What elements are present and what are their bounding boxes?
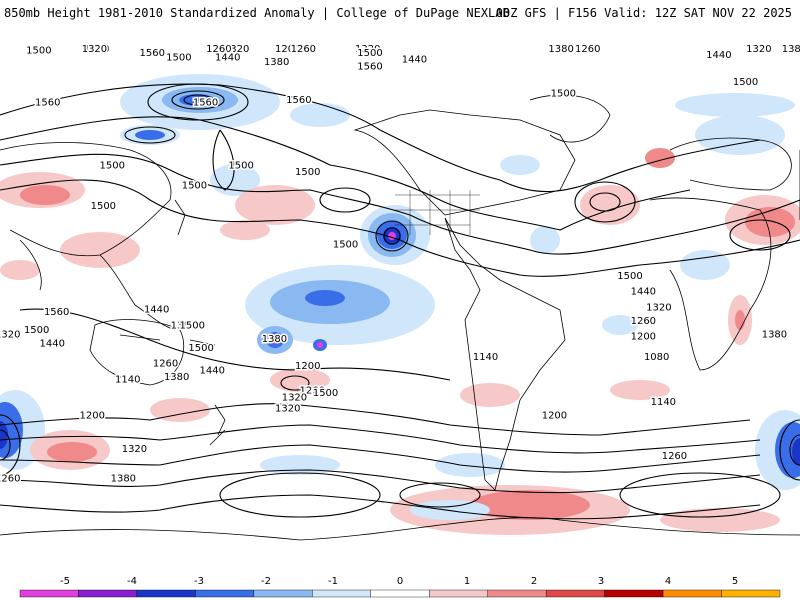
contour-label: 1500: [228, 160, 253, 171]
height-contours: [0, 83, 800, 520]
contour-label: 1500: [313, 388, 338, 399]
contour-label: 1440: [215, 52, 240, 63]
contour-label: 1440: [39, 338, 64, 349]
color-scale-tick-label: -2: [261, 576, 271, 587]
contour-label: 1560: [193, 97, 218, 108]
color-scale-tick-label: -3: [194, 576, 204, 587]
color-swatch: [195, 589, 255, 598]
contour-label: 1200: [295, 361, 320, 372]
contour-label: 1200: [79, 410, 104, 421]
color-swatch: [487, 589, 547, 598]
contour-label: 1260: [153, 359, 178, 370]
contour-label: 1260: [631, 316, 656, 327]
contour-label: 1560: [357, 61, 382, 72]
contour-label: 1440: [631, 287, 656, 298]
color-swatch: [721, 589, 781, 598]
color-swatch: [545, 589, 605, 598]
map-title: 850mb Height 1981-2010 Standardized Anom…: [4, 6, 510, 20]
contour-label: 1320: [355, 44, 380, 55]
contour-label: 1440: [144, 305, 169, 316]
color-swatch: [429, 589, 488, 598]
contour-label: 1500: [91, 201, 116, 212]
contour-label: 1440: [199, 365, 224, 376]
color-scale-tick-label: 2: [531, 576, 537, 587]
contour-label: 1380: [782, 44, 800, 55]
color-scale-tick-label: -1: [328, 576, 338, 587]
contour-label: 1140: [473, 352, 498, 363]
color-scale-tick-label: 4: [665, 576, 671, 587]
contour-label: 1320: [82, 44, 107, 55]
contour-label: 1320: [0, 329, 21, 340]
contour-label: 1380: [548, 44, 573, 55]
contour-label: 1500: [617, 271, 642, 282]
contour-label: 1560: [44, 307, 69, 318]
contour-label: 1200: [631, 332, 656, 343]
color-swatch: [136, 589, 196, 598]
contour-label: 1260: [575, 44, 600, 55]
color-swatch: [662, 589, 722, 598]
contour-label: 1560: [35, 97, 60, 108]
contour-label: 1260: [299, 386, 324, 397]
contour-label: 1560: [139, 48, 164, 59]
color-scale-tick-label: 1: [464, 576, 470, 587]
contour-label: 1080: [644, 352, 669, 363]
contour-label: 1200: [542, 410, 567, 421]
contour-label: 1500: [295, 167, 320, 178]
contour-label: 1380: [171, 320, 196, 331]
color-swatch: [253, 589, 313, 598]
contour-label: 1500: [733, 77, 758, 88]
contour-label: 1380: [164, 372, 189, 383]
color-swatch: [19, 589, 79, 598]
contour-label: 1500: [182, 181, 207, 192]
contour-label: 1320: [646, 302, 671, 313]
contour-label: 1320: [746, 44, 771, 55]
contour-label: 1380: [762, 329, 787, 340]
contour-label: 1140: [651, 397, 676, 408]
color-scale-tick-label: 5: [732, 576, 738, 587]
contour-label: 1500: [166, 52, 191, 63]
contour-label: 1260: [662, 451, 687, 462]
coastlines: [0, 94, 800, 541]
contour-label: 1380: [262, 334, 287, 345]
color-scale-tick-label: -5: [60, 576, 70, 587]
contour-label: 1260: [291, 44, 316, 55]
color-swatches: [19, 589, 781, 598]
contour-label: 1500: [179, 320, 204, 331]
contour-label: 1500: [99, 160, 124, 171]
contour-label: 1380: [264, 57, 289, 68]
color-swatch: [312, 589, 371, 598]
color-scale-tick-label: -4: [127, 576, 137, 587]
contour-label: 1500: [333, 239, 358, 250]
contour-label: 1560: [286, 95, 311, 106]
contour-label: 1200: [275, 44, 300, 55]
contour-label: 1320: [275, 404, 300, 415]
contour-label: 1320: [282, 392, 307, 403]
contour-label: 1140: [115, 374, 140, 385]
contour-label: 1440: [706, 50, 731, 61]
contour-label: 1320: [122, 444, 147, 455]
contour-label: 1500: [357, 48, 382, 59]
contour-label: 1260: [0, 474, 21, 485]
contour-label: 1260: [206, 44, 231, 55]
contour-label: 1320: [224, 44, 249, 55]
contour-label: 1500: [188, 343, 213, 354]
valid-time: 00Z GFS | F156 Valid: 12Z SAT NOV 22 202…: [495, 6, 792, 20]
contour-label: 1500: [24, 325, 49, 336]
color-scale-bar: -5 -4 -3 -2 -1 0 1 2 3 4 5: [19, 576, 781, 598]
color-swatch: [78, 589, 138, 598]
color-scale-ticks: -5 -4 -3 -2 -1 0 1 2 3 4 5: [60, 576, 738, 587]
color-scale-tick-label: 3: [598, 576, 604, 587]
contour-label: 1500: [26, 46, 51, 57]
contour-label: 1380: [111, 474, 136, 485]
contour-label: 1200: [84, 44, 109, 55]
contour-label: 1440: [402, 55, 427, 66]
color-scale-tick-label: 0: [397, 576, 403, 587]
color-swatch: [370, 589, 430, 598]
contour-label: 1500: [551, 88, 576, 99]
color-swatch: [604, 589, 664, 598]
